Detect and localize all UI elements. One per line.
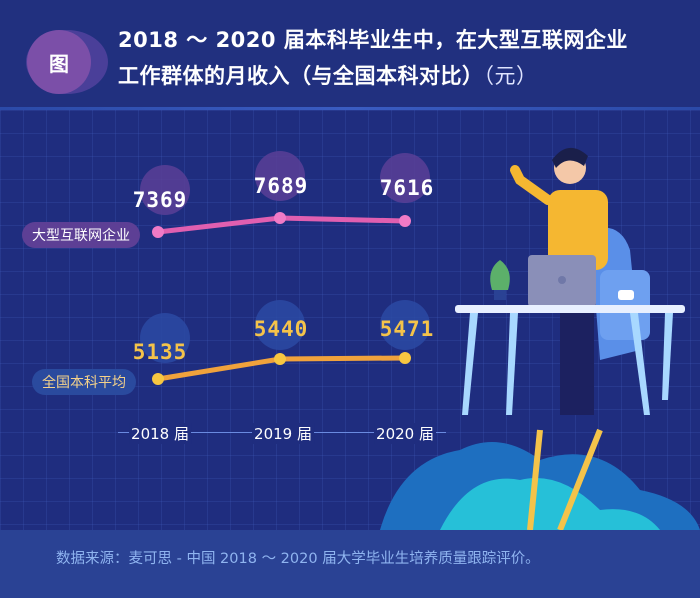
value-national-2019: 5440	[253, 317, 309, 341]
value-national-2020: 5471	[379, 317, 435, 341]
x-tick-2019: 2019 届	[252, 423, 314, 444]
chart-title: 2018 ～ 2020 届本科毕业生中，在大型互联网企业 工作群体的月收入（与全…	[118, 22, 628, 94]
person-illustration	[455, 147, 685, 415]
data-point	[274, 212, 286, 224]
bubble	[140, 165, 190, 215]
value-internet-2020: 7616	[379, 176, 435, 200]
data-point	[399, 215, 411, 227]
figure-badge: 图	[27, 30, 91, 94]
legend-internet-companies: 大型互联网企业	[22, 222, 140, 248]
value-national-2018: 5135	[132, 340, 188, 364]
footer	[0, 530, 700, 598]
data-source: 数据来源：麦可思 - 中国 2018 ～ 2020 届大学毕业生培养质量跟踪评价…	[56, 551, 540, 567]
bubble	[380, 300, 430, 350]
value-internet-2019: 7689	[253, 174, 309, 198]
bubble	[380, 153, 430, 203]
title-line-2: 工作群体的月收入（与全国本科对比）	[118, 64, 484, 88]
bubble	[255, 151, 305, 201]
bubble	[140, 313, 190, 363]
value-internet-2018: 7369	[132, 188, 188, 212]
title-line-1: 2018 ～ 2020 届本科毕业生中，在大型互联网企业	[118, 28, 628, 52]
data-point	[399, 352, 411, 364]
unit-label: （元）	[483, 64, 538, 88]
x-tick-2018: 2018 届	[129, 423, 191, 444]
header	[0, 0, 700, 110]
plant-decoration	[380, 428, 700, 530]
data-point	[152, 226, 164, 238]
x-tick-2020: 2020 届	[374, 423, 436, 444]
legend-national-average: 全国本科平均	[32, 369, 136, 395]
data-point	[152, 373, 164, 385]
bubble	[255, 300, 305, 350]
header-divider	[0, 107, 700, 110]
data-point	[274, 353, 286, 365]
chart-plot	[140, 147, 700, 530]
